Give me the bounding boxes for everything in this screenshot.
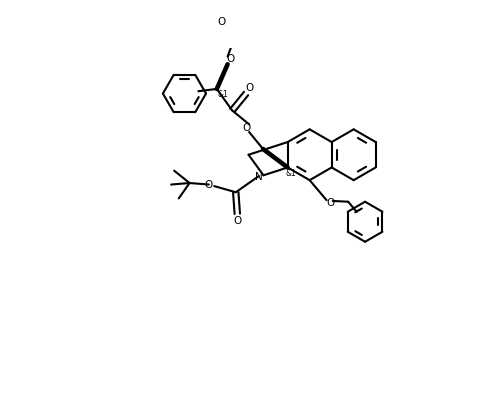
Text: &1: &1 [285, 169, 296, 178]
Text: O: O [226, 54, 235, 64]
Text: N: N [255, 172, 263, 181]
Text: O: O [218, 17, 225, 27]
Text: O: O [242, 122, 250, 132]
Text: O: O [327, 197, 334, 207]
Text: O: O [233, 215, 242, 226]
Text: &1: &1 [218, 90, 228, 99]
Text: O: O [245, 83, 253, 93]
Text: O: O [205, 179, 213, 189]
